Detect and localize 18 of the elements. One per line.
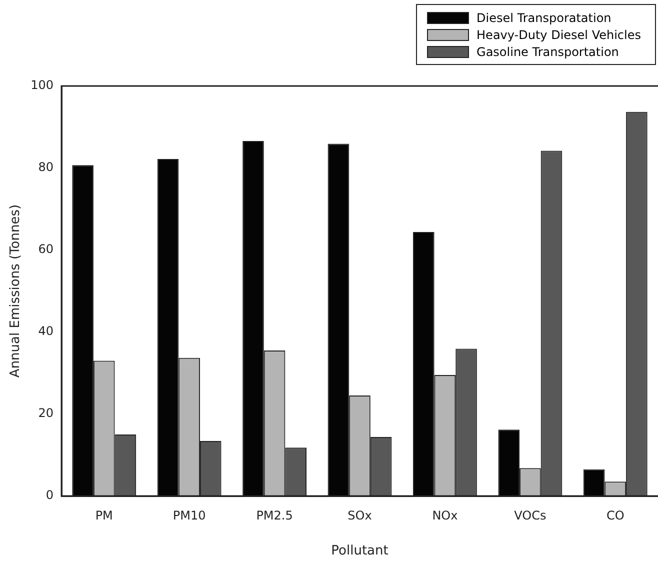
y-tick-label: 100 xyxy=(30,78,54,92)
x-tick-label: PM xyxy=(95,508,113,522)
y-tick-label: 20 xyxy=(38,406,54,420)
y-tick-label: 40 xyxy=(38,324,54,338)
y-axis-title: Annual Emissions (Tonnes) xyxy=(8,204,24,378)
legend-label: Gasoline Transportation xyxy=(476,44,619,58)
y-tick-label: 80 xyxy=(38,160,54,174)
y-tick-label: 60 xyxy=(38,242,54,256)
x-tick-label: PM2.5 xyxy=(256,508,293,522)
legend-label: Diesel Transporatation xyxy=(476,10,612,24)
x-tick-label: SOx xyxy=(348,508,372,522)
x-tick-label: NOx xyxy=(432,508,458,522)
legend-label: Heavy-Duty Diesel Vehicles xyxy=(476,28,641,42)
x-tick-label: CO xyxy=(606,508,624,522)
x-axis-title: Pollutant xyxy=(331,544,388,559)
x-tick-label: PM10 xyxy=(172,508,206,522)
x-tick-label: VOCs xyxy=(514,508,546,522)
y-tick-label: 0 xyxy=(46,488,54,502)
